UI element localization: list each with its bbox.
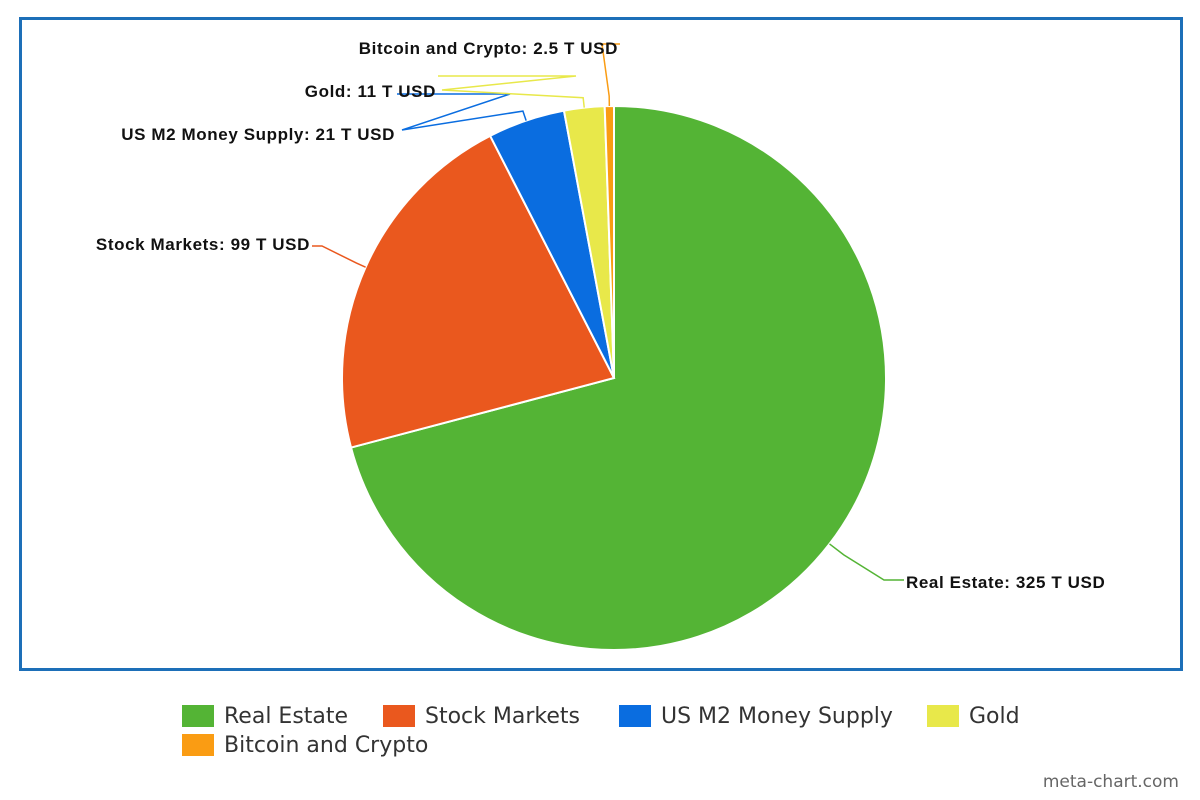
leader-lines	[312, 43, 904, 581]
legend-swatch	[927, 705, 959, 727]
legend-item-us-m2-money-supply[interactable]: US M2 Money Supply	[619, 703, 893, 729]
legend-label: Stock Markets	[425, 703, 580, 729]
leader-line-stock-markets	[312, 245, 366, 268]
slice-label-bitcoin-and-crypto: Bitcoin and Crypto: 2.5 T USD	[359, 39, 618, 58]
credit-text[interactable]: meta-chart.com	[1042, 772, 1179, 792]
chart-frame: Real Estate: 325 T USD Stock Markets: 99 …	[19, 17, 1183, 671]
slice-label-us-m2-money-supply: US M2 Money Supply: 21 T USD	[121, 125, 395, 144]
legend-swatch	[383, 705, 415, 727]
pie-slices	[341, 104, 887, 651]
leader-line-real-estate	[829, 543, 904, 581]
pie-slice-stock-markets[interactable]	[341, 134, 616, 449]
legend-label: US M2 Money Supply	[661, 703, 893, 729]
legend-label: Bitcoin and Crypto	[224, 732, 429, 758]
legend-item-gold[interactable]: Gold	[927, 703, 1020, 729]
leader-line-bitcoin-and-crypto	[601, 43, 620, 107]
slice-label-real-estate: Real Estate: 325 T USD	[906, 573, 1105, 592]
slice-label-gold: Gold: 11 T USD	[305, 82, 436, 101]
slice-labels: Real Estate: 325 T USD Stock Markets: 99 …	[96, 39, 1105, 592]
legend-item-bitcoin-and-crypto[interactable]: Bitcoin and Crypto	[182, 732, 429, 758]
leader-line-us-m2-money-supply	[397, 93, 527, 131]
legend-item-real-estate[interactable]: Real Estate	[182, 703, 349, 729]
leader-line-gold	[438, 75, 585, 108]
legend-swatch	[619, 705, 651, 727]
legend-swatch	[182, 705, 214, 727]
legend-label: Real Estate	[224, 703, 349, 729]
legend-label: Gold	[969, 703, 1020, 729]
legend-item-stock-markets[interactable]: Stock Markets	[383, 703, 580, 729]
slice-label-stock-markets: Stock Markets: 99 T USD	[96, 235, 310, 254]
pie-chart: Real Estate: 325 T USD Stock Markets: 99 …	[96, 39, 1105, 651]
legend-swatch	[182, 734, 214, 756]
pie-slice-real-estate[interactable]	[349, 104, 887, 651]
